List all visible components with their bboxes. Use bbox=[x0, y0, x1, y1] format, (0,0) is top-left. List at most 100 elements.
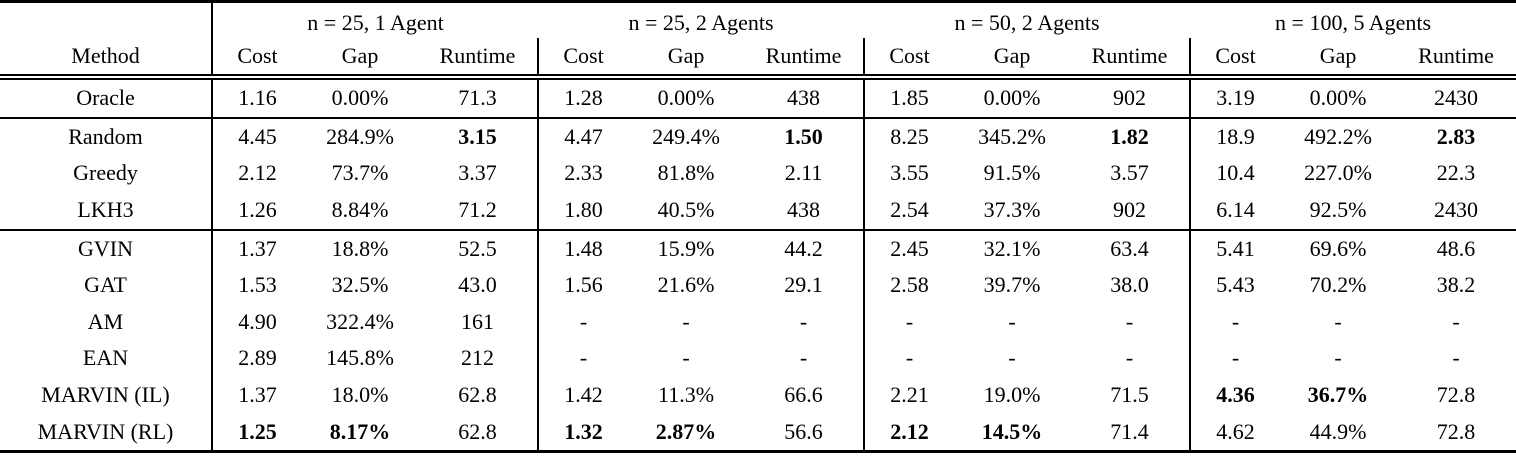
value-cell: 161 bbox=[461, 308, 495, 334]
group-header-n50-2agents: n = 50, 2 Agents bbox=[954, 10, 1100, 35]
value-cell: 1.16 bbox=[211, 77, 302, 118]
value-cell: 81.8% bbox=[657, 160, 715, 186]
value-cell: 32.5% bbox=[331, 272, 389, 298]
value-cell: - bbox=[1008, 308, 1016, 334]
value-cell: 39.7% bbox=[983, 272, 1041, 298]
value-cell: 5.41 bbox=[1189, 229, 1281, 268]
col-header-runtime: Runtime bbox=[1418, 42, 1494, 68]
value-cell: 212 bbox=[461, 345, 495, 371]
value-cell: 2.12 bbox=[863, 413, 955, 452]
value-cell: - bbox=[1125, 308, 1134, 334]
table-row: LKH3 1.26 8.84% 71.2 1.80 40.5% 438 2.54 37.3% 90… bbox=[0, 191, 1516, 230]
col-header-gap: Gap bbox=[1319, 42, 1357, 68]
group-header-n25-2agents: n = 25, 2 Agents bbox=[628, 10, 774, 35]
value-cell: 2.21 bbox=[863, 376, 955, 414]
value-cell: - bbox=[1189, 303, 1281, 341]
table-row: GAT 1.53 32.5% 43.0 1.56 21.6% 29.1 2.58 39.7% 38… bbox=[0, 267, 1516, 304]
group-header-n25-1agent: n = 25, 1 Agent bbox=[210, 1, 539, 38]
value-cell: 902 bbox=[1113, 85, 1147, 111]
value-cell: 71.3 bbox=[458, 85, 497, 111]
value-cell: - bbox=[682, 308, 690, 334]
value-cell: - bbox=[1334, 308, 1342, 334]
value-cell: 22.3 bbox=[1436, 160, 1476, 186]
value-cell: 0.00% bbox=[1309, 85, 1367, 111]
value-cell: 70.2% bbox=[1309, 272, 1367, 298]
method-cell: Greedy bbox=[73, 160, 138, 186]
method-cell: MARVIN (RL) bbox=[37, 418, 174, 444]
col-header-gap: Gap bbox=[993, 42, 1031, 68]
method-cell: MARVIN (IL) bbox=[41, 381, 170, 407]
value-cell: 284.9% bbox=[326, 123, 394, 149]
value-cell: 66.6 bbox=[784, 381, 823, 407]
value-cell: 15.9% bbox=[657, 235, 715, 261]
col-header-runtime: Runtime bbox=[1091, 42, 1168, 68]
value-cell: - bbox=[1125, 345, 1134, 371]
value-cell: 1.56 bbox=[537, 267, 629, 304]
value-cell: 902 bbox=[1113, 196, 1147, 222]
method-header-spacer bbox=[0, 2, 212, 38]
group-header-n100-5agents: n = 100, 5 Agents bbox=[1275, 10, 1432, 35]
method-cell: AM bbox=[87, 308, 124, 334]
value-cell: 2430 bbox=[1434, 196, 1479, 222]
value-cell: 2.33 bbox=[537, 155, 629, 192]
value-cell: 2.87% bbox=[655, 418, 717, 444]
method-cell: LKH3 bbox=[77, 196, 134, 222]
col-header-cost: Cost bbox=[1189, 37, 1281, 78]
value-cell: 69.6% bbox=[1309, 235, 1367, 261]
value-cell: 1.42 bbox=[537, 376, 629, 414]
value-cell: 72.8 bbox=[1436, 381, 1476, 407]
group-header-row: n = 25, 1 Agent n = 25, 2 Agents n = 50,… bbox=[0, 1, 1516, 38]
value-cell: 43.0 bbox=[458, 272, 497, 298]
value-cell: 2.58 bbox=[863, 267, 955, 304]
value-cell: 37.3% bbox=[983, 196, 1041, 222]
value-cell: 1.50 bbox=[784, 123, 823, 149]
col-header-cost: Cost bbox=[863, 37, 955, 78]
value-cell: 0.00% bbox=[983, 85, 1041, 111]
value-cell: 18.0% bbox=[331, 381, 389, 407]
value-cell: 492.2% bbox=[1304, 123, 1372, 149]
value-cell: 32.1% bbox=[983, 235, 1041, 261]
col-header-runtime: Runtime bbox=[439, 42, 516, 68]
value-cell: 44.2 bbox=[784, 235, 823, 261]
value-cell: - bbox=[537, 303, 629, 341]
value-cell: - bbox=[863, 303, 955, 341]
value-cell: - bbox=[1008, 345, 1016, 371]
value-cell: 11.3% bbox=[658, 381, 715, 407]
value-cell: 71.5 bbox=[1110, 381, 1149, 407]
value-cell: - bbox=[799, 345, 808, 371]
value-cell: 2.11 bbox=[784, 160, 823, 186]
value-cell: 21.6% bbox=[657, 272, 715, 298]
value-cell: 8.84% bbox=[331, 196, 389, 222]
value-cell: 36.7% bbox=[1307, 381, 1369, 407]
value-cell: 4.90 bbox=[211, 303, 302, 341]
value-cell: - bbox=[537, 340, 629, 377]
value-cell: 52.5 bbox=[458, 235, 497, 261]
value-cell: 38.0 bbox=[1110, 272, 1149, 298]
value-cell: 92.5% bbox=[1309, 196, 1367, 222]
table-row: MARVIN (RL) 1.25 8.17% 62.8 1.32 2.87% 56.6 2.1… bbox=[0, 413, 1516, 452]
table-row: Oracle 1.16 0.00% 71.3 1.28 0.00% 438 1.85 0.00%… bbox=[0, 77, 1516, 118]
value-cell: 322.4% bbox=[326, 308, 394, 334]
value-cell: 3.37 bbox=[458, 160, 497, 186]
method-cell: GAT bbox=[84, 272, 127, 298]
value-cell: 227.0% bbox=[1304, 160, 1372, 186]
value-cell: 3.57 bbox=[1110, 160, 1149, 186]
table-row: MARVIN (IL) 1.37 18.0% 62.8 1.42 11.3% 66.6 2.2… bbox=[0, 376, 1516, 414]
value-cell: 2.83 bbox=[1436, 123, 1476, 149]
value-cell: 0.00% bbox=[657, 85, 715, 111]
value-cell: 1.85 bbox=[863, 77, 955, 118]
value-cell: 249.4% bbox=[652, 123, 720, 149]
value-cell: 6.14 bbox=[1189, 191, 1281, 230]
value-cell: 38.2 bbox=[1436, 272, 1476, 298]
value-cell: - bbox=[1452, 345, 1460, 371]
table-row: Random 4.45 284.9% 3.15 4.47 249.4% 1.50 8.25 34… bbox=[0, 117, 1516, 156]
value-cell: 8.25 bbox=[863, 117, 955, 156]
method-cell: EAN bbox=[82, 345, 129, 371]
value-cell: 71.2 bbox=[458, 196, 497, 222]
table-section-1: Random 4.45 284.9% 3.15 4.47 249.4% 1.50 8.25 34… bbox=[0, 117, 1516, 230]
value-cell: 4.45 bbox=[211, 117, 302, 156]
value-cell: 73.7% bbox=[331, 160, 389, 186]
value-cell: - bbox=[863, 340, 955, 377]
method-cell: GVIN bbox=[78, 235, 133, 261]
value-cell: - bbox=[1334, 345, 1342, 371]
